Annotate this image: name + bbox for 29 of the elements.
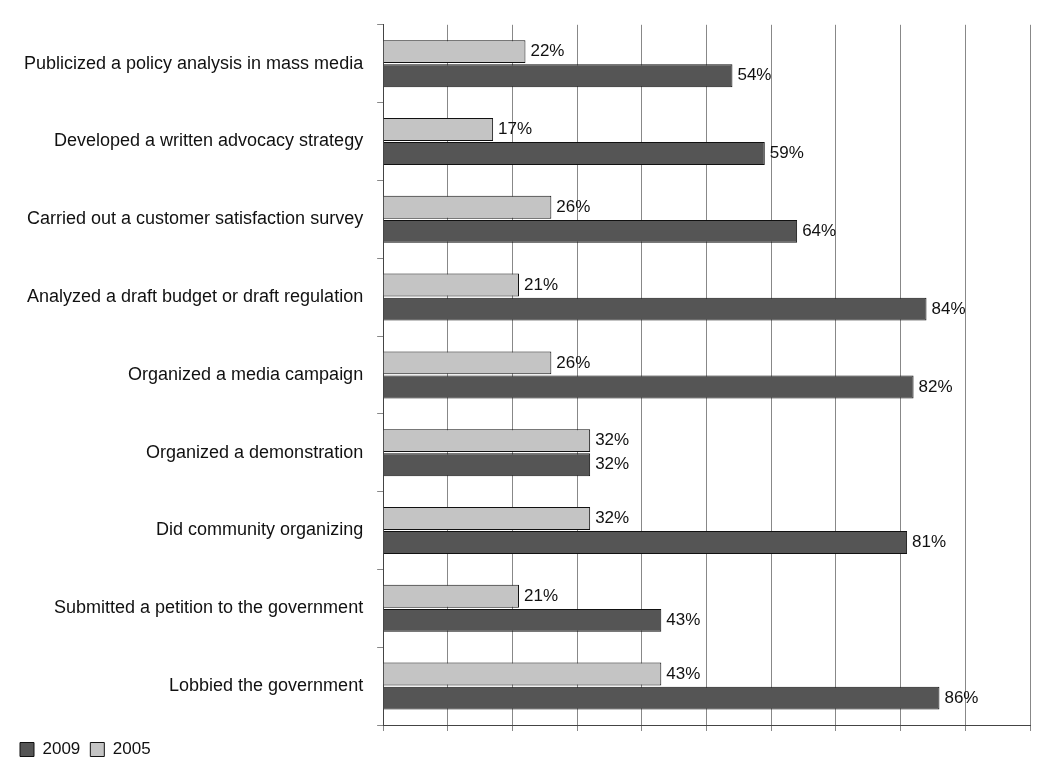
legend-label: 2005 [112, 739, 151, 759]
data-label: 21% [523, 274, 559, 294]
data-label: 17% [498, 119, 533, 139]
y-tick-label: Submitted a petition to the government [53, 597, 364, 618]
data-label: 32% [595, 508, 630, 528]
legend-label: 2009 [42, 739, 81, 759]
data-label: 43% [666, 610, 701, 630]
data-label: 81% [912, 532, 947, 552]
data-label: 22% [530, 41, 565, 61]
data-label: 84% [931, 298, 966, 318]
data-label: 32% [595, 454, 630, 474]
y-tick-label: Organized a demonstration [146, 441, 364, 462]
data-label: 82% [918, 376, 953, 396]
data-label: 21% [523, 585, 559, 605]
data-label: 26% [556, 352, 591, 372]
y-tick-label: Carried out a customer satisfaction survey [27, 208, 364, 229]
data-label: 54% [737, 65, 772, 85]
data-label: 86% [944, 687, 979, 707]
y-tick-label: Analyzed a draft budget or draft regulation [26, 286, 364, 307]
y-tick-label: Developed a written advocacy strategy [53, 130, 364, 151]
data-label: 64% [802, 221, 837, 241]
y-tick-label: Publicized a policy analysis in mass media [24, 52, 365, 73]
y-tick-label: Organized a media campaign [128, 363, 364, 384]
y-tick-label: Lobbied the government [169, 675, 364, 696]
y-tick-label: Did community organizing [156, 519, 364, 540]
data-label: 43% [666, 663, 701, 683]
data-label: 59% [769, 143, 804, 163]
data-label: 32% [595, 430, 630, 450]
data-label: 26% [556, 196, 591, 216]
